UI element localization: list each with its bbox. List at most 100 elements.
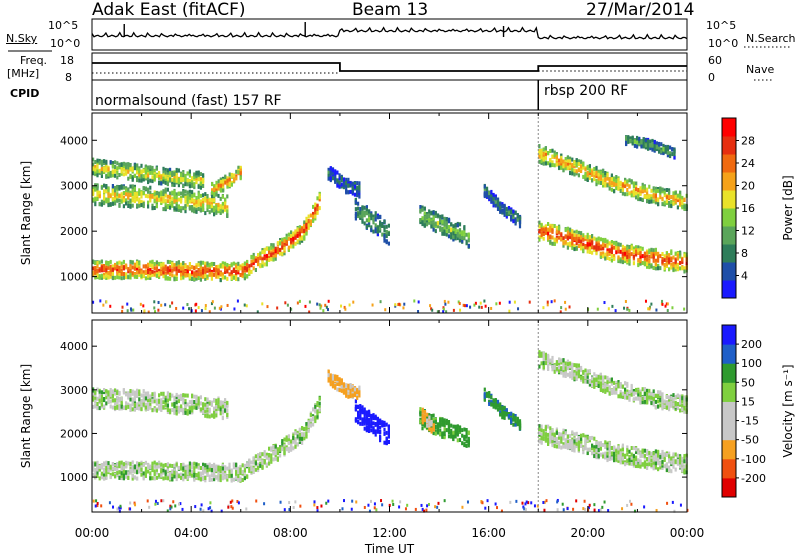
power-panel-cell-b0 <box>92 270 95 275</box>
power-panel-cell-b1 <box>184 195 187 200</box>
velocity-panel-cell-b0 <box>294 444 297 449</box>
power-panel-cell-b1 <box>151 206 154 211</box>
power-panel-cell-b6 <box>653 142 656 147</box>
power-panel-cell-b6 <box>631 136 634 141</box>
power-panel-cell-b7 <box>432 222 435 227</box>
power-panel-cell-b1 <box>184 204 187 209</box>
power-panel-cell-b0 <box>182 261 185 266</box>
power-panel-cell-b1 <box>149 185 152 190</box>
power-panel-cell-b4 <box>547 227 550 232</box>
velocity-panel-cell-b1 <box>118 403 121 408</box>
velocity-panel-cell-b0 <box>175 462 178 467</box>
velocity-panel-cell-b1 <box>103 404 106 409</box>
power-panel-cell-b4 <box>577 234 580 239</box>
power-panel-speckle <box>517 307 520 311</box>
power-panel-speckle <box>211 300 214 304</box>
velocity-panel-cell-b1 <box>94 404 97 408</box>
power-panel-cell-b7 <box>441 219 444 224</box>
power-panel-cell-b8 <box>383 235 386 240</box>
power-panel-cell-b0 <box>292 240 295 245</box>
velocity-panel-cell-b0 <box>204 469 207 474</box>
velocity-panel-cell-b1 <box>175 411 178 416</box>
power-panel-cell-b9 <box>490 197 493 202</box>
power-panel-cell-b5 <box>573 172 576 177</box>
power-panel-cell-b3 <box>235 174 238 179</box>
power-panel-cell-b2 <box>173 178 176 183</box>
power-panel-cell-b0 <box>202 260 205 265</box>
power-panel-speckle <box>480 305 483 309</box>
velocity-panel-cell-b1 <box>160 404 163 409</box>
power-panel-cell-b8 <box>357 212 360 217</box>
power-panel-cell-b3 <box>235 169 238 174</box>
velocity-panel-cell-b1 <box>191 393 194 398</box>
power-panel-cell-b0 <box>312 214 315 219</box>
power-panel-cell-b0 <box>219 263 222 268</box>
power-panel-cell-b2 <box>173 175 176 180</box>
power-panel-cell-b2 <box>151 165 154 170</box>
velocity-panel-cell-b1 <box>147 398 150 403</box>
power-panel-cell-b3 <box>211 194 214 199</box>
power-panel-cell-b4 <box>654 266 657 271</box>
power-panel-cell-b10 <box>334 171 337 176</box>
velocity-panel-cell-b1 <box>105 389 108 394</box>
power-panel-cell-b0 <box>254 256 257 261</box>
velocity-panel-cell-b0 <box>301 440 304 445</box>
velocity-panel-cell-b0 <box>298 436 301 441</box>
power-panel-cell-b0 <box>259 251 262 256</box>
power-panel-cell-b1 <box>202 193 205 198</box>
power-panel-cell-b1 <box>169 203 172 208</box>
power-panel-cell-b0 <box>305 231 308 236</box>
velocity-panel-cell-b0 <box>180 475 183 480</box>
power-panel-cell-b0 <box>290 230 293 235</box>
velocity-panel-cell-b1 <box>191 408 194 413</box>
power-panel-speckle <box>596 307 599 311</box>
power-panel-cell-b1 <box>208 210 211 215</box>
power-panel-cell-b0 <box>314 211 317 216</box>
power-panel-cell-b6 <box>664 149 667 154</box>
velocity-panel-cell-b1 <box>164 398 167 403</box>
power-panel-cell-b0 <box>100 259 103 264</box>
power-panel-cell-b0 <box>151 272 154 277</box>
power-panel-cell-b4 <box>672 255 675 260</box>
power-panel-cell-b5 <box>560 159 563 164</box>
power-panel-cell-b5 <box>663 190 666 195</box>
power-panel-cell-b0 <box>303 232 306 237</box>
power-panel-cell-b1 <box>103 189 106 194</box>
power-panel-cell-b0 <box>252 255 255 260</box>
velocity-panel-cell-b0 <box>210 464 213 468</box>
power-panel-cell-b4 <box>602 246 605 251</box>
power-panel-cell-b3 <box>239 165 242 170</box>
velocity-panel-cell-b0 <box>294 431 297 436</box>
power-panel-cell-b4 <box>564 240 567 245</box>
power-panel-cell-b1 <box>184 209 187 214</box>
power-panel-cell-b4 <box>648 254 651 259</box>
velocity-panel-cell-b0 <box>153 476 156 481</box>
power-panel-cell-b0 <box>114 266 117 271</box>
power-panel-cell-b0 <box>224 261 227 266</box>
velocity-panel-cell-b1 <box>202 410 205 415</box>
power-panel-cell-b1 <box>122 191 125 195</box>
power-panel-cell-b4 <box>679 266 682 271</box>
velocity-panel-cell-b0 <box>114 467 117 471</box>
velocity-panel-cell-b1 <box>195 399 198 404</box>
power-panel-cell-b5 <box>672 201 675 206</box>
power-panel-cell-b0 <box>246 259 249 264</box>
power-panel-cell-b0 <box>265 260 268 265</box>
power-panel-cell-b2 <box>182 184 185 189</box>
velocity-panel-cell-b0 <box>314 409 317 414</box>
power-panel-cell-b4 <box>635 250 638 254</box>
power-panel-cell-b2 <box>92 166 95 171</box>
power-panel-cell-b0 <box>265 246 268 251</box>
velocity-panel-cell-b0 <box>136 461 139 466</box>
velocity-panel-cell-b0 <box>100 463 103 467</box>
power-panel-cell-b5 <box>663 200 666 205</box>
power-panel-cell-b8 <box>368 209 371 214</box>
power-panel-cell-b1 <box>191 197 194 202</box>
power-panel-cell-b1 <box>188 199 191 204</box>
velocity-panel-cell-b1 <box>219 400 222 405</box>
velocity-panel-cell-b1 <box>125 401 128 406</box>
power-panel-cell-b9 <box>490 194 493 199</box>
power-panel-cell-b1 <box>118 193 121 198</box>
power-panel-speckle <box>442 307 445 311</box>
velocity-panel-cell-b1 <box>138 397 141 402</box>
